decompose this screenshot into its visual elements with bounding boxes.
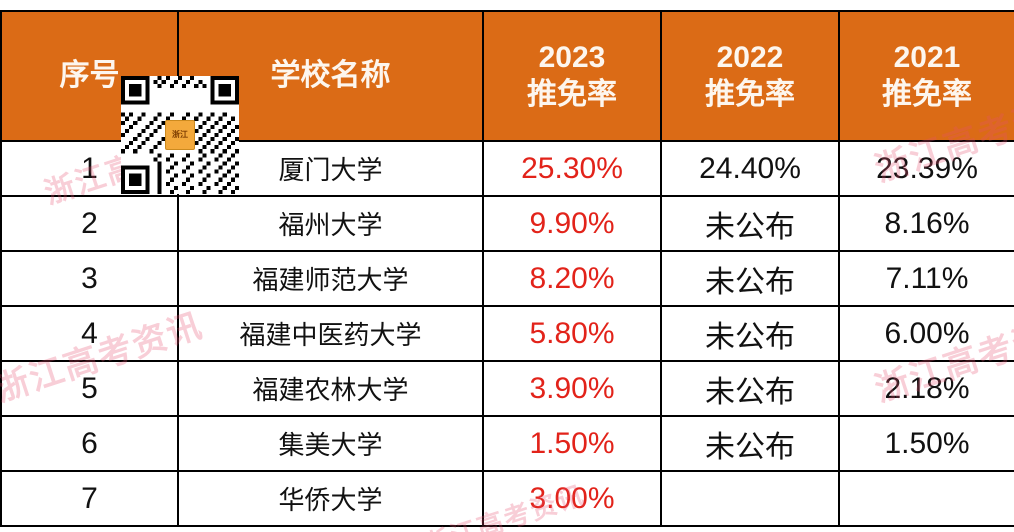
school-name-7: 华侨大学 bbox=[178, 471, 483, 526]
table-row: 6 集美大学 1.50% 未公布 1.50% bbox=[1, 416, 1014, 471]
header-2021: 2021 推免率 bbox=[839, 11, 1014, 141]
promotion-rate-table-container: 浙江高考资讯 浙江高考资讯 浙江高考资讯 浙江高考资讯 浙江高考资讯 序号 学校… bbox=[0, 0, 1014, 532]
table-row: 2 福州大学 9.90% 未公布 8.16% bbox=[1, 196, 1014, 251]
school-name-2: 福州大学 bbox=[178, 196, 483, 251]
table-row: 7 华侨大学 3.00% bbox=[1, 471, 1014, 526]
row-index-4: 4 bbox=[1, 306, 178, 361]
rate-2021-5: 2.18% bbox=[839, 361, 1014, 416]
rate-2021-1: 23.39% bbox=[839, 141, 1014, 196]
rate-2023-5: 3.90% bbox=[483, 361, 661, 416]
rate-2021-7 bbox=[839, 471, 1014, 526]
row-index-5: 5 bbox=[1, 361, 178, 416]
table-row: 4 福建中医药大学 5.80% 未公布 6.00% bbox=[1, 306, 1014, 361]
rate-2023-6: 1.50% bbox=[483, 416, 661, 471]
rate-2021-2: 8.16% bbox=[839, 196, 1014, 251]
school-name-3: 福建师范大学 bbox=[178, 251, 483, 306]
rate-2023-4: 5.80% bbox=[483, 306, 661, 361]
rate-2023-2: 9.90% bbox=[483, 196, 661, 251]
rate-2023-1: 25.30% bbox=[483, 141, 661, 196]
header-2022: 2022 推免率 bbox=[661, 11, 839, 141]
rate-2023-7: 3.00% bbox=[483, 471, 661, 526]
rate-2022-3: 未公布 bbox=[661, 251, 839, 306]
school-name-5: 福建农林大学 bbox=[178, 361, 483, 416]
rate-2022-5: 未公布 bbox=[661, 361, 839, 416]
rate-2022-4: 未公布 bbox=[661, 306, 839, 361]
rate-2021-3: 7.11% bbox=[839, 251, 1014, 306]
row-index-2: 2 bbox=[1, 196, 178, 251]
school-name-6: 集美大学 bbox=[178, 416, 483, 471]
row-index-7: 7 bbox=[1, 471, 178, 526]
rate-2022-2: 未公布 bbox=[661, 196, 839, 251]
rate-2021-4: 6.00% bbox=[839, 306, 1014, 361]
header-2023: 2023 推免率 bbox=[483, 11, 661, 141]
table-row: 3 福建师范大学 8.20% 未公布 7.11% bbox=[1, 251, 1014, 306]
row-index-3: 3 bbox=[1, 251, 178, 306]
qr-logo-badge: 浙江 bbox=[165, 120, 195, 150]
school-name-4: 福建中医药大学 bbox=[178, 306, 483, 361]
rate-2022-6: 未公布 bbox=[661, 416, 839, 471]
table-row: 5 福建农林大学 3.90% 未公布 2.18% bbox=[1, 361, 1014, 416]
qr-code-icon[interactable]: 浙江 bbox=[121, 76, 239, 194]
rate-2023-3: 8.20% bbox=[483, 251, 661, 306]
row-index-6: 6 bbox=[1, 416, 178, 471]
rate-2022-7 bbox=[661, 471, 839, 526]
rate-2022-1: 24.40% bbox=[661, 141, 839, 196]
rate-2021-6: 1.50% bbox=[839, 416, 1014, 471]
